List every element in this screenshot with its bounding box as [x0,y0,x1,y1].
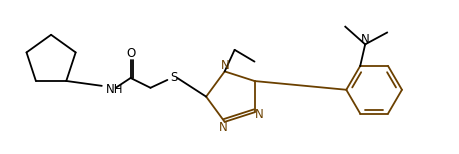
Text: NH: NH [106,83,123,96]
Text: N: N [361,33,369,46]
Text: N: N [221,59,230,72]
Text: N: N [255,108,264,121]
Text: O: O [126,47,135,60]
Text: S: S [171,71,178,85]
Text: N: N [219,121,228,134]
